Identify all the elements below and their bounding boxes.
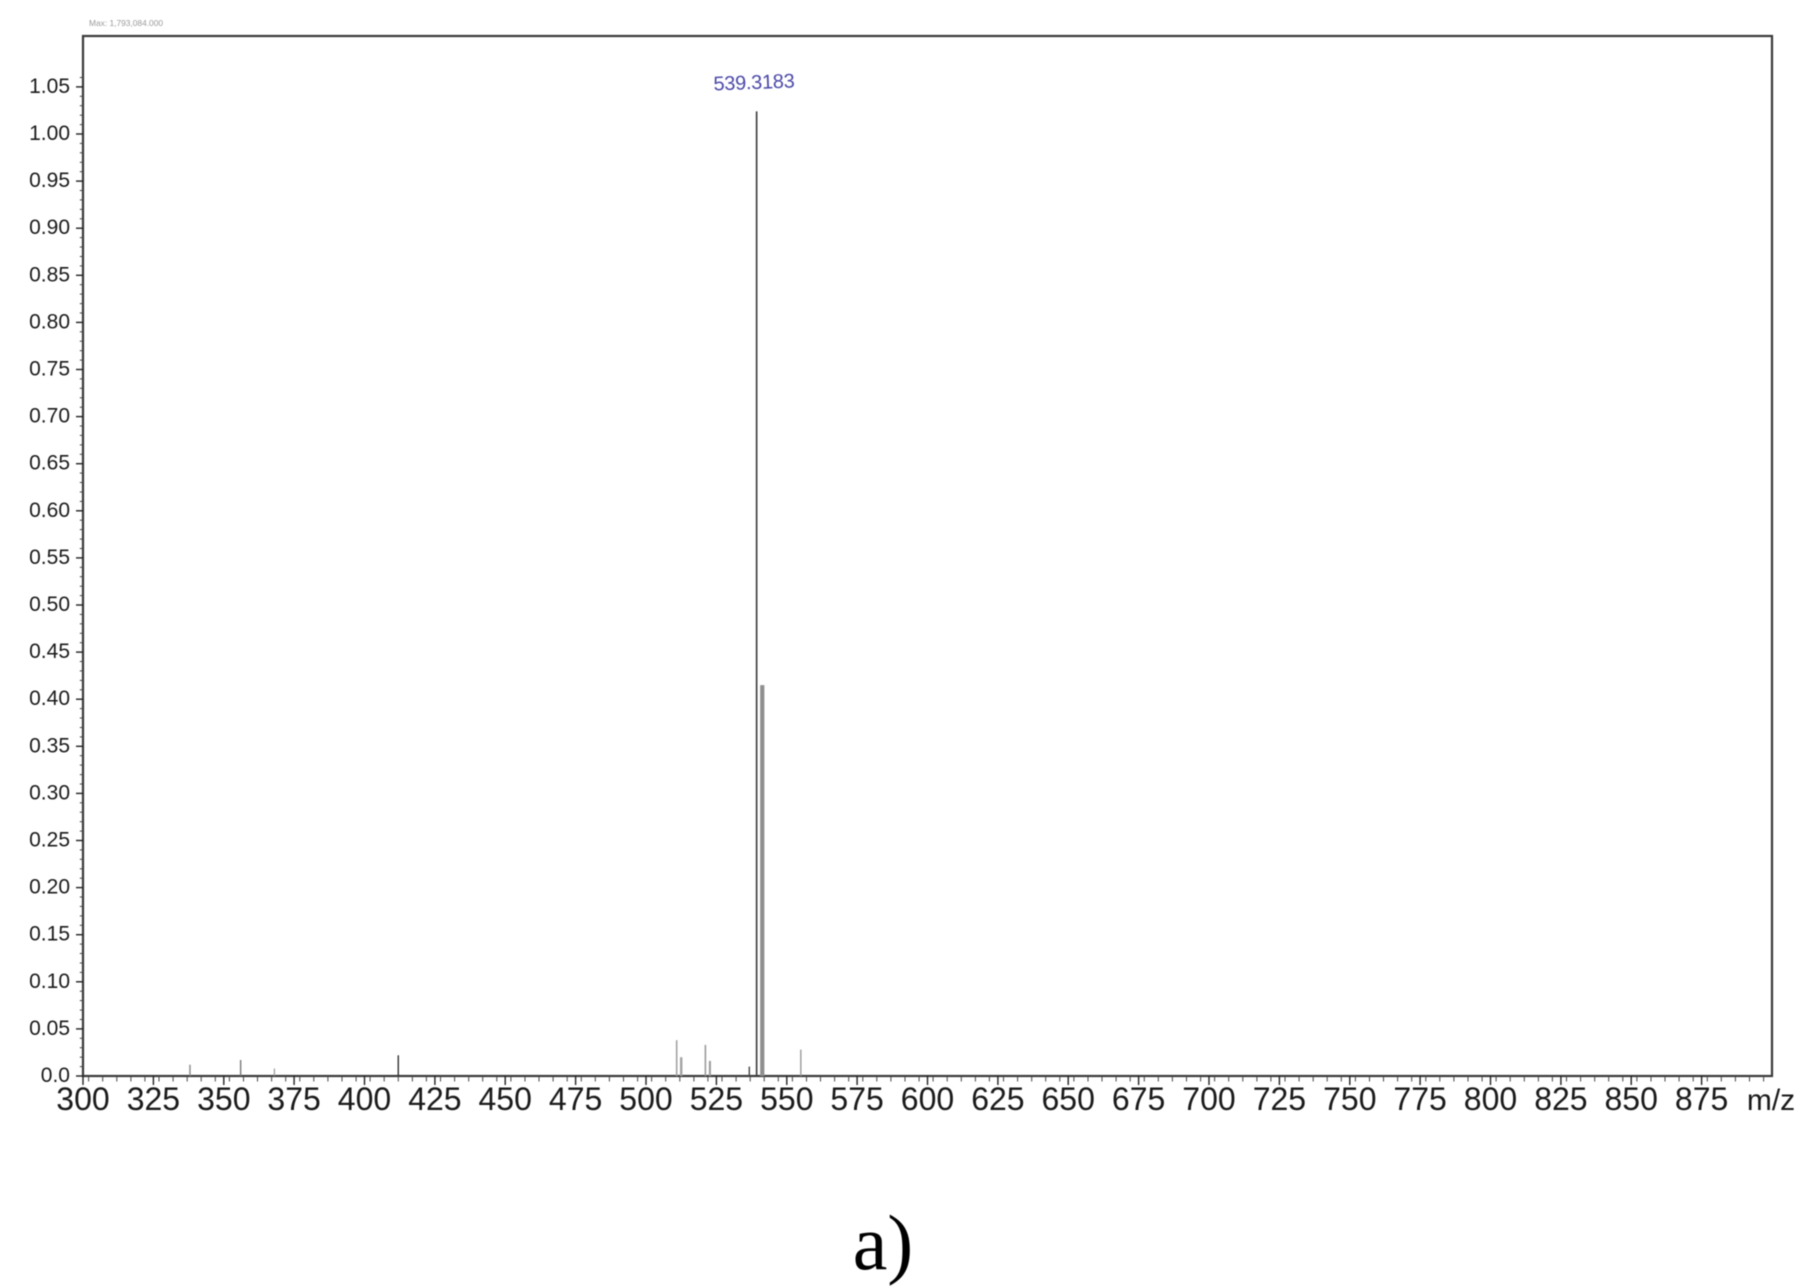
svg-text:525: 525 <box>690 1081 743 1117</box>
svg-text:0.80: 0.80 <box>29 310 70 333</box>
svg-text:0.50: 0.50 <box>29 593 70 616</box>
svg-text:0.25: 0.25 <box>29 829 70 852</box>
svg-text:0.10: 0.10 <box>29 970 70 993</box>
svg-text:0.65: 0.65 <box>29 452 70 475</box>
svg-text:425: 425 <box>408 1081 461 1117</box>
svg-text:300: 300 <box>56 1081 109 1117</box>
svg-text:0.20: 0.20 <box>29 876 70 899</box>
svg-text:875: 875 <box>1675 1081 1728 1117</box>
svg-text:m/z: m/z <box>1747 1084 1795 1117</box>
svg-text:450: 450 <box>479 1081 532 1117</box>
svg-text:575: 575 <box>830 1081 883 1117</box>
svg-text:675: 675 <box>1112 1081 1165 1117</box>
svg-text:700: 700 <box>1182 1081 1235 1117</box>
svg-text:0.95: 0.95 <box>29 169 70 192</box>
svg-text:375: 375 <box>267 1081 320 1117</box>
svg-text:500: 500 <box>619 1081 672 1117</box>
svg-text:475: 475 <box>549 1081 602 1117</box>
svg-text:550: 550 <box>760 1081 813 1117</box>
svg-text:0.85: 0.85 <box>29 263 70 286</box>
svg-text:750: 750 <box>1323 1081 1376 1117</box>
svg-text:650: 650 <box>1042 1081 1095 1117</box>
svg-text:850: 850 <box>1605 1081 1658 1117</box>
svg-text:Max: 1,793,084.000: Max: 1,793,084.000 <box>89 18 163 28</box>
svg-text:0.70: 0.70 <box>29 405 70 428</box>
svg-text:0.40: 0.40 <box>29 687 70 710</box>
svg-text:775: 775 <box>1393 1081 1446 1117</box>
svg-text:0.75: 0.75 <box>29 358 70 381</box>
svg-text:0.05: 0.05 <box>29 1017 70 1040</box>
svg-text:400: 400 <box>338 1081 391 1117</box>
svg-text:800: 800 <box>1464 1081 1517 1117</box>
svg-text:825: 825 <box>1534 1081 1587 1117</box>
svg-text:600: 600 <box>901 1081 954 1117</box>
svg-text:1.00: 1.00 <box>29 122 70 145</box>
svg-text:350: 350 <box>197 1081 250 1117</box>
svg-text:0.90: 0.90 <box>29 216 70 239</box>
svg-text:625: 625 <box>971 1081 1024 1117</box>
svg-text:0.55: 0.55 <box>29 546 70 569</box>
svg-text:0.60: 0.60 <box>29 499 70 522</box>
svg-text:725: 725 <box>1253 1081 1306 1117</box>
svg-text:0.15: 0.15 <box>29 923 70 946</box>
svg-text:0.30: 0.30 <box>29 781 70 804</box>
svg-text:325: 325 <box>127 1081 180 1117</box>
svg-text:1.05: 1.05 <box>29 75 70 98</box>
svg-text:0.45: 0.45 <box>29 640 70 663</box>
svg-text:0.35: 0.35 <box>29 734 70 757</box>
